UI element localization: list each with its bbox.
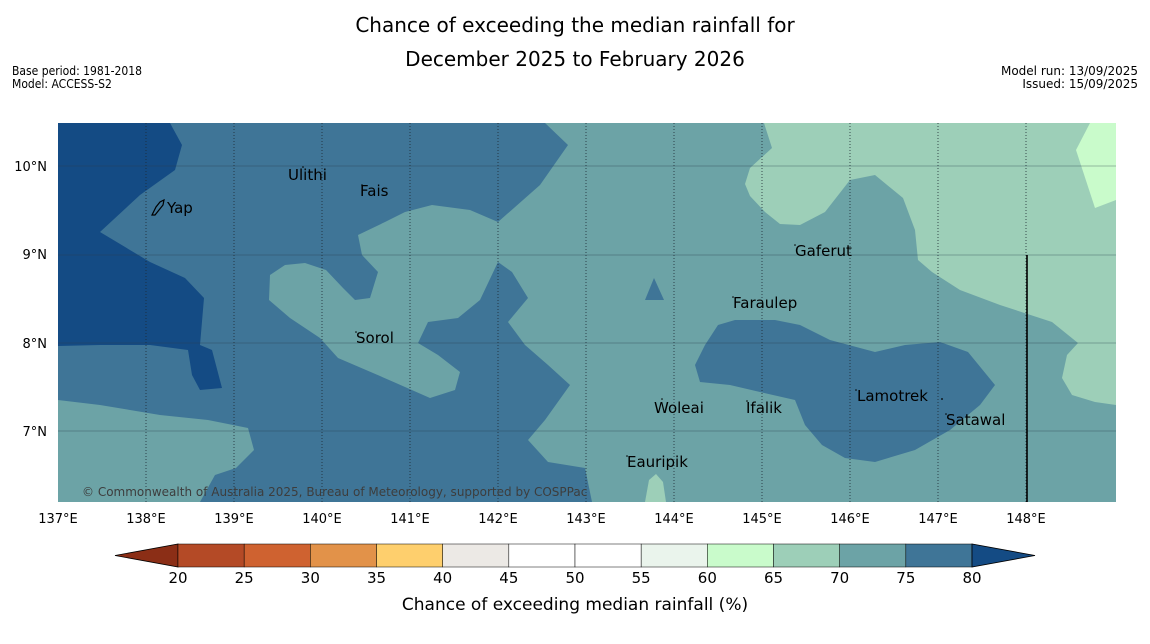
colorbar-tick-label: 30 xyxy=(301,569,320,587)
place-ulithi: Ulithi xyxy=(288,166,327,184)
place-satawal: Satawal xyxy=(946,411,1005,429)
colorbar-swatch xyxy=(376,543,443,568)
island-dots xyxy=(302,166,947,457)
colorbar-swatch xyxy=(707,543,774,568)
model-run: Model run: 13/09/2025 xyxy=(1000,64,1138,78)
latitude-lines xyxy=(58,165,1116,432)
latitude-ticks: 10°N 9°N 8°N 7°N xyxy=(14,160,47,440)
meta-right: Model run: 13/09/2025 Issued: 15/09/2025 xyxy=(1001,65,1138,91)
colorbar-swatch xyxy=(243,543,311,568)
gridlines xyxy=(145,123,1027,502)
colorbar-tick-label: 65 xyxy=(764,569,783,587)
lon-tick: 140°E xyxy=(302,512,342,527)
band-80-plus-west xyxy=(58,123,222,390)
map-panel: Yap Ulithi Fais Sorol Gaferut Faraulep W… xyxy=(58,123,1116,502)
band-70-75-southwest xyxy=(58,400,254,502)
lon-tick: 139°E xyxy=(214,512,254,527)
colorbar-swatches xyxy=(114,543,1036,568)
place-eauripik: Eauripik xyxy=(627,453,688,471)
model-name: Model: ACCESS-S2 xyxy=(12,77,112,91)
band-75-80-east xyxy=(695,320,995,462)
colorbar-swatch xyxy=(442,543,510,568)
colorbar-tick-label: 35 xyxy=(367,569,386,587)
colorbar-tick-label: 80 xyxy=(962,569,981,587)
lon-tick: 145°E xyxy=(742,512,782,527)
colorbar-tick-label: 60 xyxy=(698,569,717,587)
lat-tick: 10°N xyxy=(14,160,47,175)
colorbar-title: Chance of exceeding median rainfall (%) xyxy=(402,595,748,615)
copyright-notice: © Commonwealth of Australia 2025, Bureau… xyxy=(82,485,587,499)
band-60-65-corner xyxy=(1076,123,1116,208)
yap-island-shape xyxy=(151,198,165,216)
lat-tick: 9°N xyxy=(23,248,48,263)
band-75-80-west xyxy=(58,123,592,502)
colorbar-tick-label: 25 xyxy=(235,569,254,587)
place-woleai: Woleai xyxy=(654,399,704,417)
colorbar-tick-label: 50 xyxy=(565,569,584,587)
colorbar-tick-label: 40 xyxy=(433,569,452,587)
colorbar: 20 25 30 35 40 45 50 55 60 65 70 75 80 Chance of exc… xyxy=(114,543,1036,615)
colorbar-tick-label: 70 xyxy=(830,569,849,587)
lon-tick: 144°E xyxy=(654,512,694,527)
colorbar-swatch xyxy=(177,543,245,568)
lon-tick: 142°E xyxy=(478,512,518,527)
colorbar-swatch xyxy=(574,543,642,568)
place-yap: Yap xyxy=(166,199,193,217)
colorbar-tick-label: 45 xyxy=(499,569,518,587)
place-faraulep: Faraulep xyxy=(733,294,797,312)
colorbar-tick-label: 20 xyxy=(168,569,187,587)
title-line-2: December 2025 to February 2026 xyxy=(405,47,745,71)
lon-tick: 143°E xyxy=(566,512,606,527)
colorbar-extend-low xyxy=(114,543,179,568)
lon-tick: 141°E xyxy=(390,512,430,527)
colorbar-swatch xyxy=(905,543,973,568)
title-line-1: Chance of exceeding the median rainfall … xyxy=(355,13,795,37)
issued-date: Issued: 15/09/2025 xyxy=(1022,77,1138,91)
place-labels: Yap Ulithi Fais Sorol Gaferut Faraulep W… xyxy=(166,166,1005,471)
place-lamotrek: Lamotrek xyxy=(857,387,928,405)
colorbar-swatch xyxy=(839,543,907,568)
place-ifalik: Ifalik xyxy=(746,399,782,417)
place-sorol: Sorol xyxy=(356,329,394,347)
lat-tick: 7°N xyxy=(23,425,48,440)
band-75-80-small xyxy=(645,278,664,300)
colorbar-tick-label: 75 xyxy=(896,569,915,587)
place-fais: Fais xyxy=(360,182,389,200)
lon-tick: 147°E xyxy=(918,512,958,527)
colorbar-swatch xyxy=(508,543,576,568)
place-gaferut: Gaferut xyxy=(795,242,852,260)
base-period: Base period: 1981-2018 xyxy=(12,64,143,78)
colorbar-ticks: 20 25 30 35 40 45 50 55 60 65 70 75 80 xyxy=(168,569,981,587)
longitude-ticks: 137°E 138°E 139°E 140°E 141°E 142°E 143°… xyxy=(38,512,1046,527)
colorbar-swatch xyxy=(773,543,840,568)
colorbar-swatch xyxy=(640,543,708,568)
lon-tick: 146°E xyxy=(830,512,870,527)
meta-left: Base period: 1981-2018 Model: ACCESS-S2 xyxy=(12,65,142,91)
colorbar-swatch xyxy=(310,543,377,568)
colorbar-tick-label: 55 xyxy=(632,569,651,587)
lat-tick: 8°N xyxy=(23,337,48,352)
colorbar-extend-high xyxy=(971,543,1036,568)
band-65-70-northeast xyxy=(745,123,1116,405)
lon-tick: 148°E xyxy=(1006,512,1046,527)
lon-tick: 138°E xyxy=(126,512,166,527)
lon-tick: 137°E xyxy=(38,512,78,527)
band-65-70-small xyxy=(645,474,666,502)
map-title: Chance of exceeding the median rainfall … xyxy=(0,8,1150,76)
